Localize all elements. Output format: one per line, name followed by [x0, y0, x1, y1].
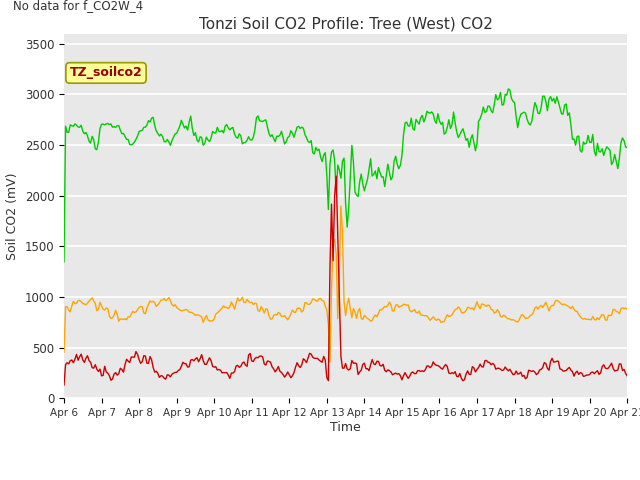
- Title: Tonzi Soil CO2 Profile: Tree (West) CO2: Tonzi Soil CO2 Profile: Tree (West) CO2: [198, 16, 493, 31]
- X-axis label: Time: Time: [330, 421, 361, 434]
- Text: TZ_soilco2: TZ_soilco2: [70, 66, 142, 79]
- Text: No data for f_CO2W_4: No data for f_CO2W_4: [13, 0, 143, 12]
- Legend: -2cm, -4cm, -8cm: -2cm, -4cm, -8cm: [230, 479, 461, 480]
- Y-axis label: Soil CO2 (mV): Soil CO2 (mV): [6, 172, 19, 260]
